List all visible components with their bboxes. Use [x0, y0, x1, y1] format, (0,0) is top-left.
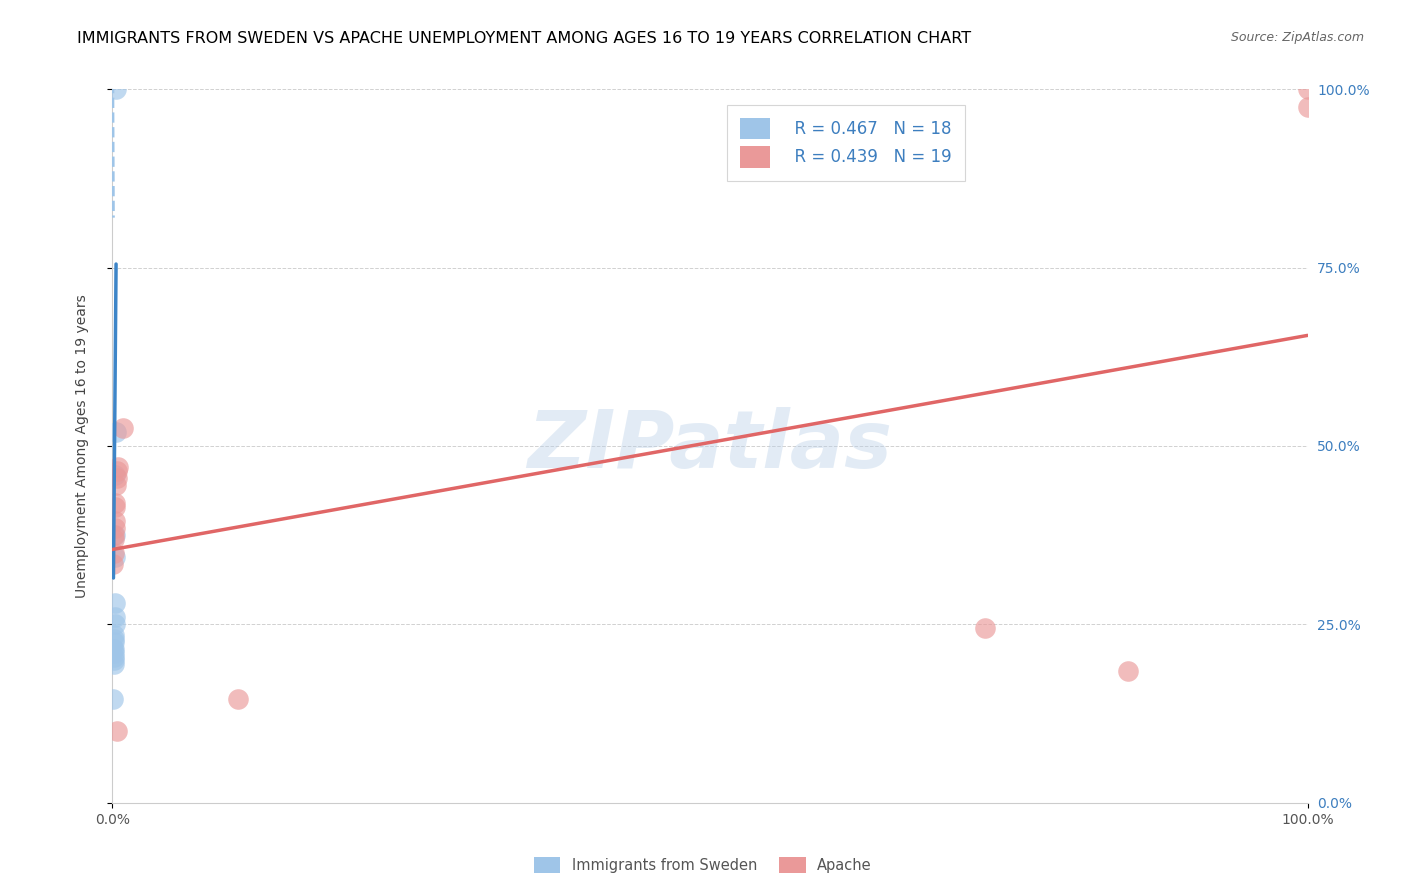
Point [112, 421, 135, 435]
Point [104, 521, 127, 535]
Point [105, 425, 128, 439]
Point [103, 635, 125, 649]
Legend:   R = 0.467   N = 18,   R = 0.439   N = 19: R = 0.467 N = 18, R = 0.439 N = 19 [727, 104, 965, 181]
Point [104, 549, 127, 564]
Point [103, 532, 125, 546]
Point [105, 724, 128, 739]
Point [103, 546, 125, 560]
Point [105, 471, 128, 485]
Point [107, 460, 129, 475]
Point [104, 528, 127, 542]
Point [101, 692, 124, 706]
Point [226, 692, 249, 706]
Point [104, 596, 127, 610]
Text: Source: ZipAtlas.com: Source: ZipAtlas.com [1230, 31, 1364, 45]
Point [103, 628, 125, 642]
Text: ZIPatlas: ZIPatlas [527, 407, 893, 485]
Point [104, 610, 127, 624]
Text: IMMIGRANTS FROM SWEDEN VS APACHE UNEMPLOYMENT AMONG AGES 16 TO 19 YEARS CORRELAT: IMMIGRANTS FROM SWEDEN VS APACHE UNEMPLO… [77, 31, 972, 46]
Point [974, 621, 997, 635]
Point [105, 82, 128, 96]
Legend: Immigrants from Sweden, Apache: Immigrants from Sweden, Apache [527, 850, 879, 880]
Point [104, 514, 127, 528]
Point [103, 653, 125, 667]
Y-axis label: Unemployment Among Ages 16 to 19 years: Unemployment Among Ages 16 to 19 years [75, 294, 89, 598]
Point [104, 467, 127, 482]
Point [103, 632, 125, 646]
Point [1118, 664, 1140, 678]
Point [103, 646, 125, 660]
Point [103, 642, 125, 657]
Point [103, 642, 125, 657]
Point [104, 496, 127, 510]
Point [103, 657, 125, 671]
Point [103, 557, 125, 571]
Point [103, 649, 125, 664]
Point [103, 528, 125, 542]
Point [105, 464, 128, 478]
Point [103, 617, 125, 632]
Point [1296, 82, 1319, 96]
Point [1296, 100, 1319, 114]
Point [104, 500, 127, 514]
Point [105, 478, 128, 492]
